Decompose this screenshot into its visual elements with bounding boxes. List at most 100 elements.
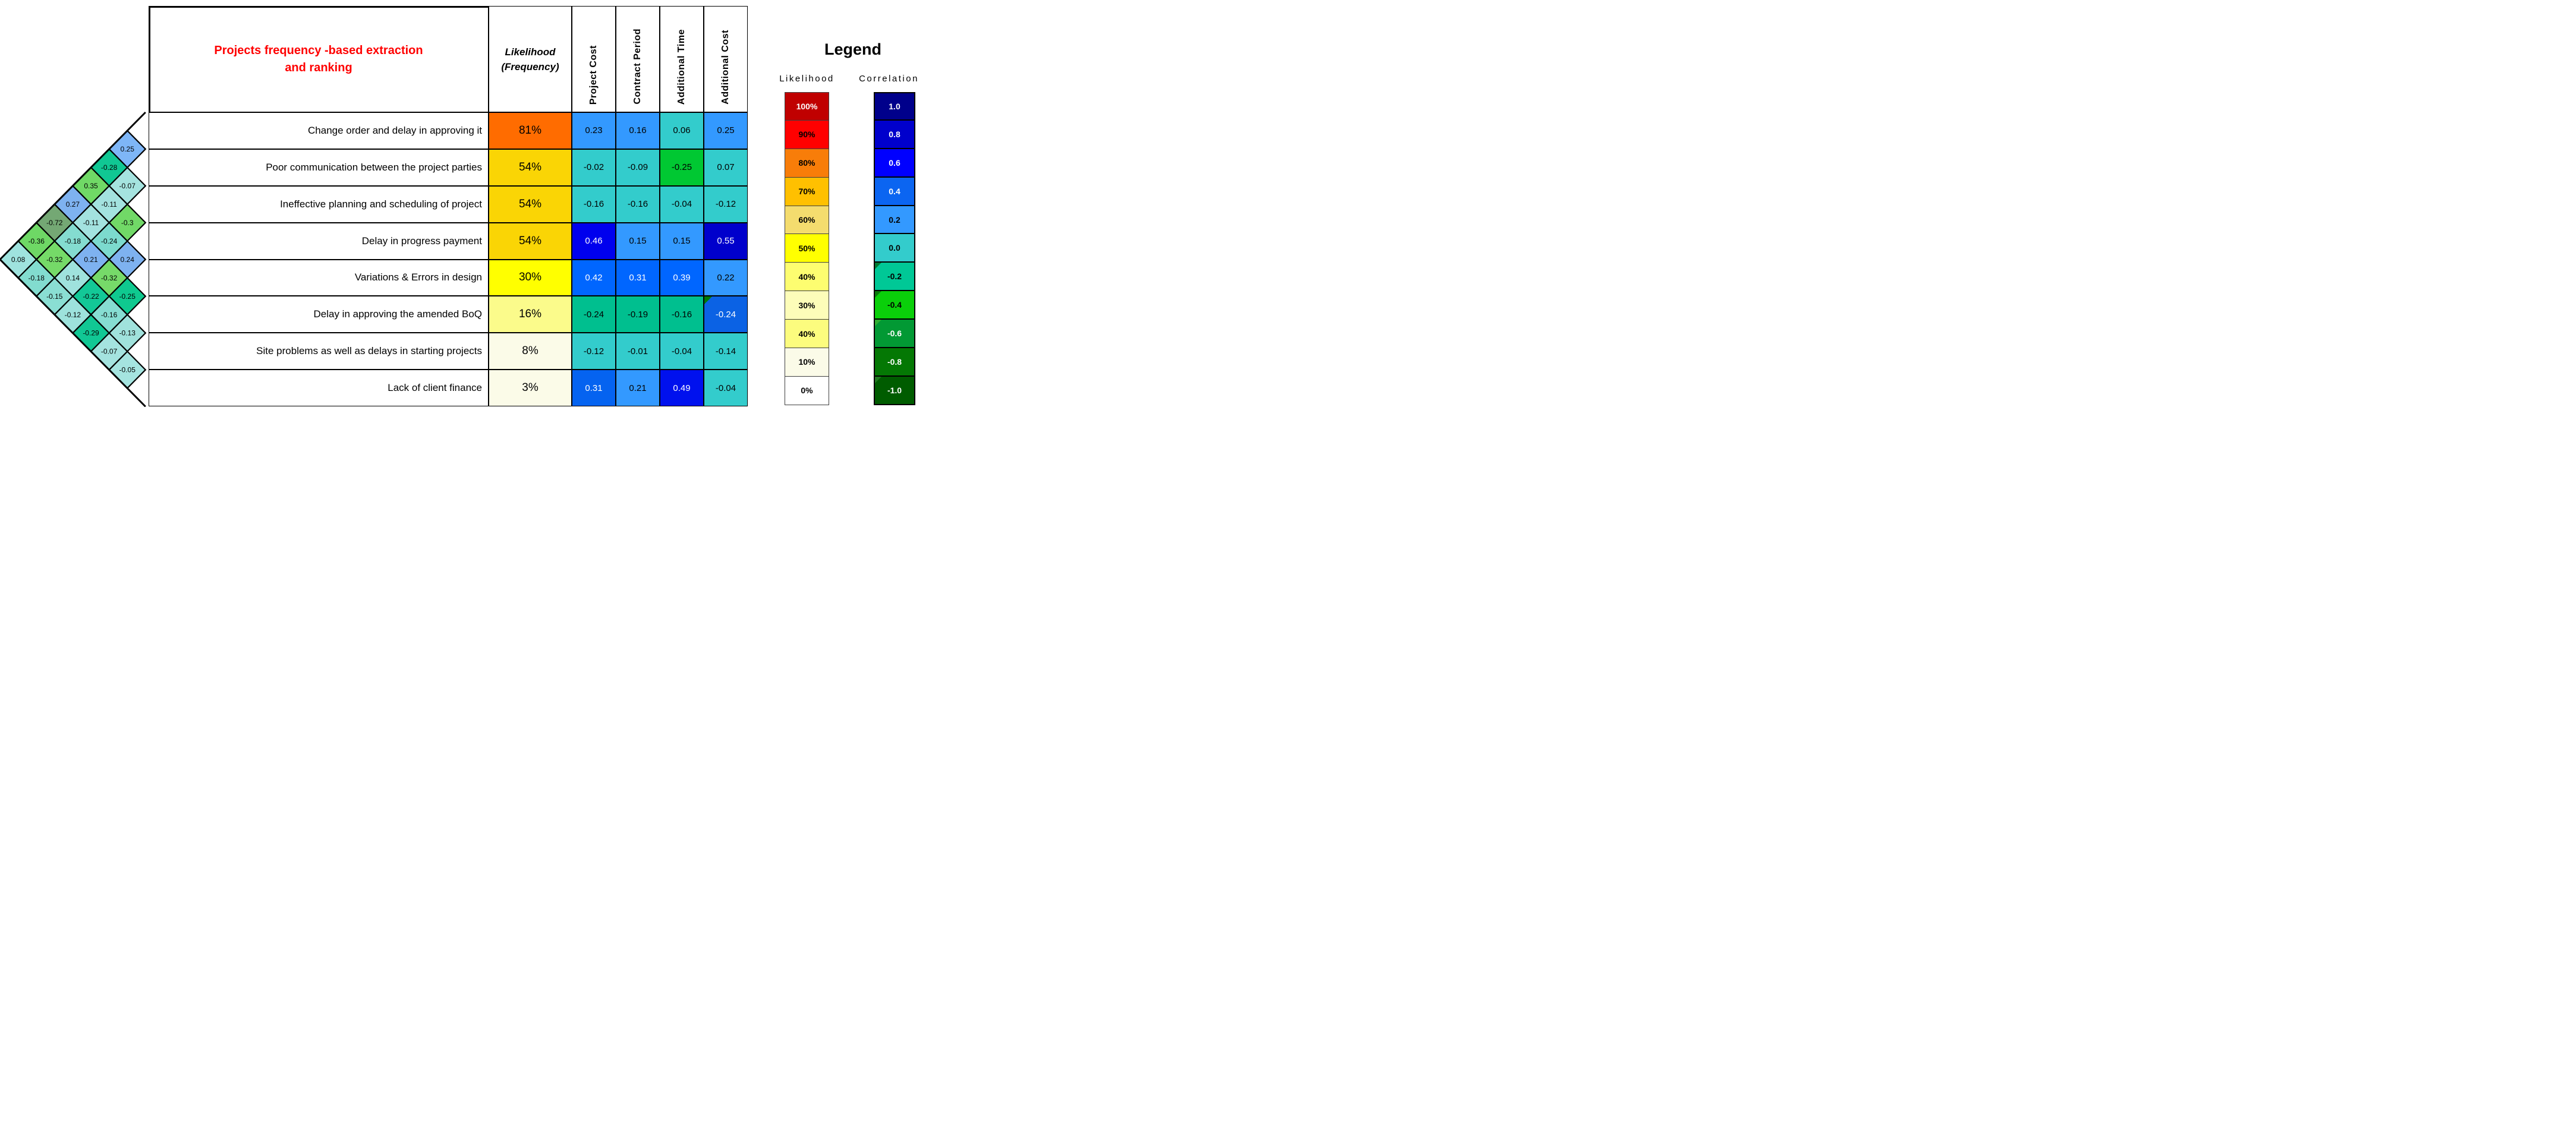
diamond-cell-value: -0.32 [46, 255, 63, 264]
risk-name-cell: Lack of client finance [149, 370, 489, 406]
risk-name-cell: Poor communication between the project p… [149, 149, 489, 186]
correlation-cell: 0.31 [572, 370, 616, 406]
correlation-cell: -0.01 [616, 333, 660, 370]
risk-name-cell: Delay in approving the amended BoQ [149, 296, 489, 333]
diamond-cell-value: -0.13 [119, 329, 136, 337]
legend-correlation-swatch: 0.6 [874, 147, 915, 178]
legend-correlation-swatch: 0.2 [874, 204, 915, 235]
correlation-cell: -0.09 [616, 149, 660, 186]
correlation-cell: -0.25 [660, 149, 704, 186]
legend-corner-triangle [875, 320, 881, 327]
diamond-cell-value: -0.15 [46, 292, 63, 301]
diamond-cell-value: -0.07 [119, 182, 136, 190]
diamond-cell-value: -0.32 [101, 274, 118, 282]
risk-name-cell: Site problems as well as delays in start… [149, 333, 489, 370]
column-header-label: Project Cost [588, 45, 599, 105]
column-header-project-cost: Project Cost [572, 6, 616, 112]
legend-likelihood-swatch: 40% [785, 262, 829, 292]
diamond-cell-value: -0.11 [101, 200, 117, 209]
legend-likelihood-swatch: 60% [785, 205, 829, 235]
diamond-cell-value: -0.07 [101, 348, 118, 356]
legend-likelihood-swatch: 10% [785, 348, 829, 377]
diamond-cell-value: -0.36 [29, 237, 45, 245]
correlation-cell: 0.15 [616, 222, 660, 260]
diamond-cell-value: 0.24 [121, 255, 135, 264]
correlation-cell: 0.39 [660, 259, 704, 296]
cell-corner-triangle [704, 296, 712, 305]
diamond-cell-value: -0.16 [101, 311, 118, 319]
legend-likelihood-swatch: 80% [785, 148, 829, 178]
diamond-cell-value: -0.22 [83, 292, 99, 301]
diamond-cell-value: -0.28 [101, 163, 118, 172]
legend-correlation-swatch: -0.8 [874, 347, 915, 377]
legend-likelihood-swatch: 70% [785, 176, 829, 206]
correlation-cell: -0.14 [704, 333, 748, 370]
legend-likelihood-swatch: 0% [785, 375, 829, 405]
column-header-label: Contract Period [632, 29, 643, 105]
legend-likelihood-scale: 100% 90% 80% 70% 60% 50% 40% 30% 40% 10% 0% [785, 92, 829, 405]
correlation-cell: -0.04 [660, 333, 704, 370]
diamond-cell-value: -0.05 [119, 366, 136, 374]
diamond-cell-value: 0.35 [84, 182, 98, 190]
legend-correlation-label: Correlation [859, 74, 919, 84]
table-title-cell: Projects frequency -based extraction and… [149, 6, 489, 112]
likelihood-cell: 3% [489, 370, 572, 406]
correlation-cell: -0.12 [572, 333, 616, 370]
diamond-cell-value: -0.29 [83, 329, 99, 337]
correlation-cell: -0.04 [704, 370, 748, 406]
legend-corner-triangle [875, 376, 881, 383]
likelihood-cell: 54% [489, 185, 572, 223]
correlation-cell: -0.24 [704, 296, 748, 333]
correlation-cell: 0.15 [660, 222, 704, 260]
legend-likelihood-swatch: 90% [785, 119, 829, 149]
correlation-cell: 0.06 [660, 112, 704, 149]
legend-corner-triangle [875, 263, 881, 270]
risk-name-cell: Delay in progress payment [149, 222, 489, 260]
table-title-line2: and ranking [285, 61, 352, 74]
legend-correlation-scale: 1.0 0.8 0.6 0.4 0.2 0.0 -0.2 -0.4 -0.6 -0.8 -1.0 [874, 92, 915, 405]
correlation-cell: -0.16 [616, 185, 660, 223]
correlation-cell: -0.19 [616, 296, 660, 333]
diamond-cell-value: -0.72 [46, 219, 63, 227]
diamond-cell-value: -0.18 [65, 237, 81, 245]
likelihood-header-line1: Likelihood [505, 46, 556, 58]
diamond-cell-value: 0.21 [84, 255, 98, 264]
pairwise-correlation-diamond: 0.25 -0.07 -0.3 0.24 -0.25 -0.13 -0.05 -0.28 -0.… [0, 111, 147, 407]
correlation-cell: -0.12 [704, 185, 748, 223]
correlation-cell: 0.21 [616, 370, 660, 406]
correlation-cell: 0.23 [572, 112, 616, 149]
diamond-cell-value: -0.11 [83, 219, 99, 227]
risk-name-cell: Variations & Errors in design [149, 259, 489, 296]
correlation-cell: 0.31 [616, 259, 660, 296]
diamond-cell-value: -0.3 [121, 219, 134, 227]
correlation-cell: -0.16 [572, 185, 616, 223]
likelihood-cell: 54% [489, 149, 572, 186]
likelihood-cell: 30% [489, 259, 572, 296]
likelihood-cell: 16% [489, 296, 572, 333]
legend-correlation-swatch: -1.0 [874, 375, 915, 405]
diamond-cell-value: 0.14 [66, 274, 80, 282]
correlation-cell: 0.49 [660, 370, 704, 406]
likelihood-cell: 81% [489, 112, 572, 149]
legend-title: Legend [824, 40, 881, 58]
legend-correlation-swatch: 0.4 [874, 176, 915, 206]
correlation-cell: 0.25 [704, 112, 748, 149]
correlation-cell: 0.46 [572, 222, 616, 260]
correlation-cell: 0.07 [704, 149, 748, 186]
column-header-additional-cost: Additional Cost [704, 6, 748, 112]
likelihood-cell: 8% [489, 333, 572, 370]
risk-name-cell: Change order and delay in approving it [149, 112, 489, 149]
correlation-cell: -0.24 [572, 296, 616, 333]
correlation-cell: 0.42 [572, 259, 616, 296]
legend-correlation-swatch: 0.0 [874, 233, 915, 263]
diamond-cell-value: -0.18 [29, 274, 45, 282]
diamond-outline [0, 111, 146, 407]
correlation-cell: -0.02 [572, 149, 616, 186]
column-header-label: Additional Cost [720, 30, 730, 105]
column-header-label: Additional Time [676, 29, 686, 105]
legend-correlation-swatch: -0.2 [874, 261, 915, 292]
correlation-cell: 0.16 [616, 112, 660, 149]
legend-correlation-swatch: -0.6 [874, 318, 915, 349]
likelihood-cell: 54% [489, 222, 572, 260]
likelihood-header-line2: (Frequency) [501, 61, 559, 72]
